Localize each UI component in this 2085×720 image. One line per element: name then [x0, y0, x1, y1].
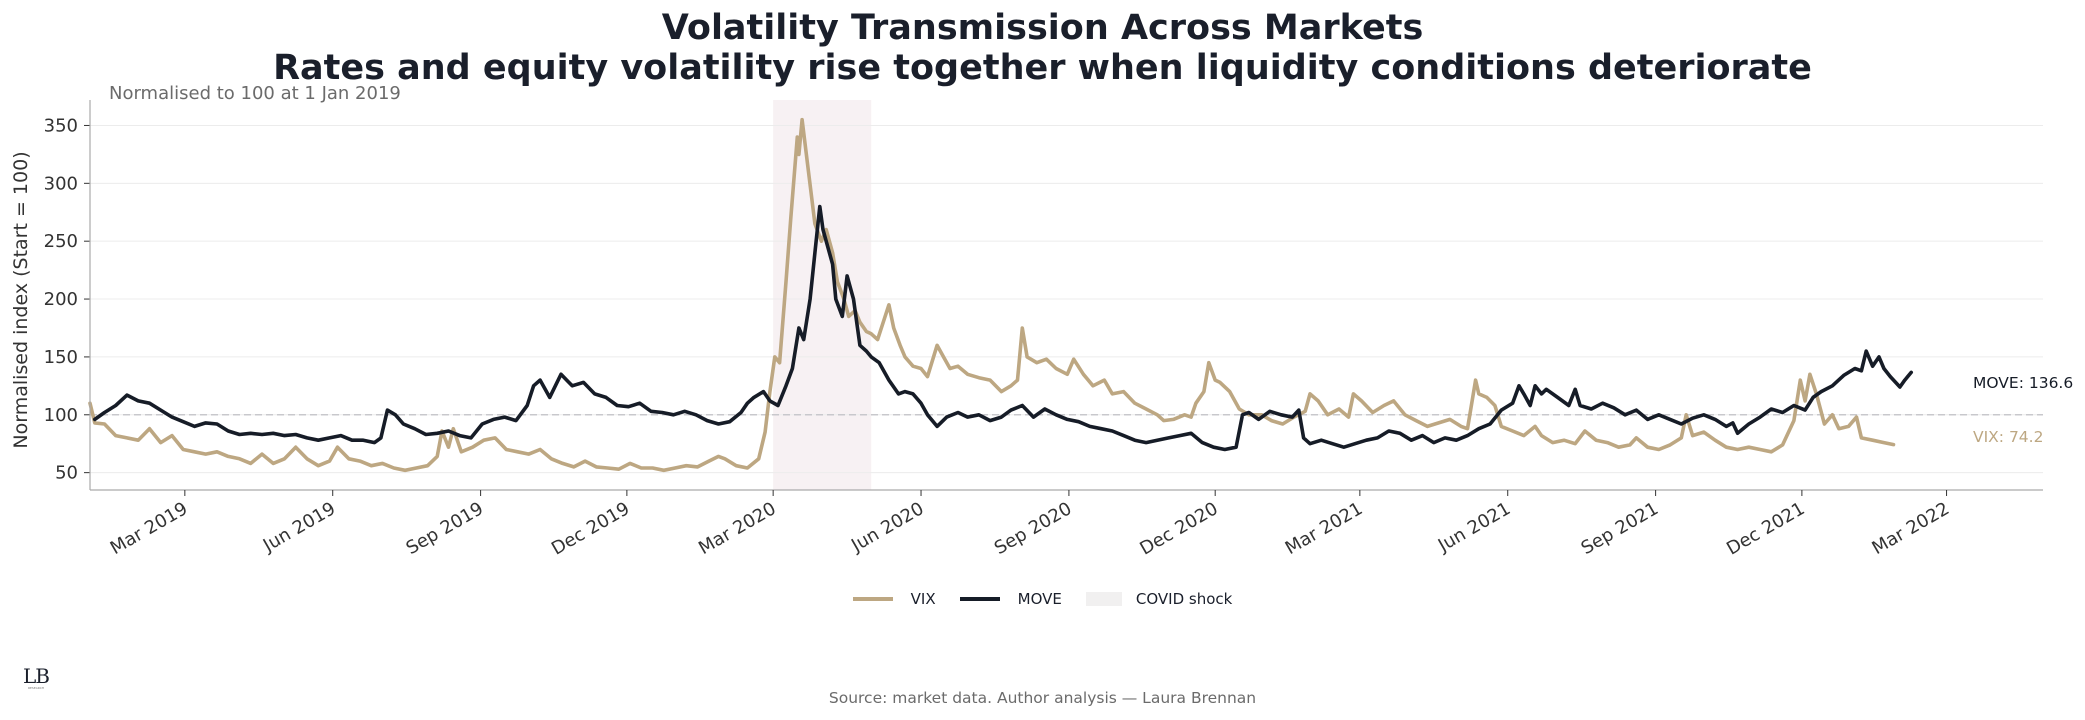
legend-label-move: MOVE [1017, 590, 1062, 608]
x-tick-label: Mar 2020 [695, 498, 780, 559]
x-tick-label: Jun 2021 [1434, 498, 1514, 557]
normalisation-note: Normalised to 100 at 1 Jan 2019 [109, 83, 401, 104]
legend-swatch-move [959, 597, 1000, 601]
grid-layer [90, 124, 2043, 474]
brand-logo: LB RESEARCH [20, 666, 52, 690]
x-tick-label: Dec 2021 [1723, 498, 1808, 559]
series-layer [88, 117, 1913, 473]
x-tick-label: Dec 2019 [548, 498, 633, 559]
y-tick-label: 150 [44, 347, 78, 368]
x-tick-label: Mar 2022 [1869, 498, 1954, 559]
chart-subtitle: Rates and equity volatility rise togethe… [273, 48, 1812, 88]
logo-text: LB [23, 664, 50, 688]
x-tick-label: Sep 2019 [403, 498, 488, 559]
y-tick-label: 350 [44, 115, 78, 136]
y-tick-label: 300 [44, 173, 78, 194]
legend: VIX MOVE COVID shock [0, 590, 2085, 608]
x-tick-label: Sep 2020 [991, 498, 1076, 559]
y-tick-label: 250 [44, 231, 78, 252]
legend-item-covid-shock[interactable]: COVID shock [1085, 590, 1233, 608]
x-tick-label: Sep 2021 [1578, 498, 1663, 559]
x-tick-label: Dec 2020 [1136, 498, 1221, 559]
end-label-move: MOVE: 136.6 [1973, 374, 2073, 392]
end-labels-layer: MOVE: 136.6 VIX: 74.2 [1973, 374, 2073, 446]
y-tick-label: 200 [44, 289, 78, 310]
series-line-vix [88, 117, 1896, 473]
end-label-vix: VIX: 74.2 [1973, 428, 2043, 446]
axes-layer: 50 100 150 200 250 300 350 Mar 2019 Jun 2019 Sep … [10, 100, 2043, 560]
legend-label-vix: VIX [910, 590, 936, 608]
y-tick-label: 50 [55, 463, 78, 484]
y-tick-label: 100 [44, 405, 78, 426]
legend-item-move[interactable]: MOVE [959, 590, 1062, 608]
covid-shock-region [773, 100, 872, 490]
legend-swatch-vix [852, 597, 893, 601]
covid-shade-layer [773, 100, 872, 490]
chart-title: Volatility Transmission Across Markets [661, 8, 1424, 48]
x-tick-label: Jun 2020 [847, 498, 927, 557]
legend-swatch-covid-shock [1085, 592, 1122, 606]
logo-subtext: RESEARCH [27, 686, 45, 690]
legend-item-vix[interactable]: VIX [852, 590, 936, 608]
source-note: Source: market data. Author analysis — L… [828, 689, 1257, 707]
x-tick-label: Jun 2019 [259, 498, 339, 557]
y-axis-label: Normalised index (Start = 100) [10, 151, 32, 448]
series-line-move [93, 204, 1913, 452]
legend-label-covid-shock: COVID shock [1135, 590, 1233, 608]
x-tick-label: Mar 2021 [1282, 498, 1367, 559]
x-tick-label: Mar 2019 [107, 498, 192, 559]
